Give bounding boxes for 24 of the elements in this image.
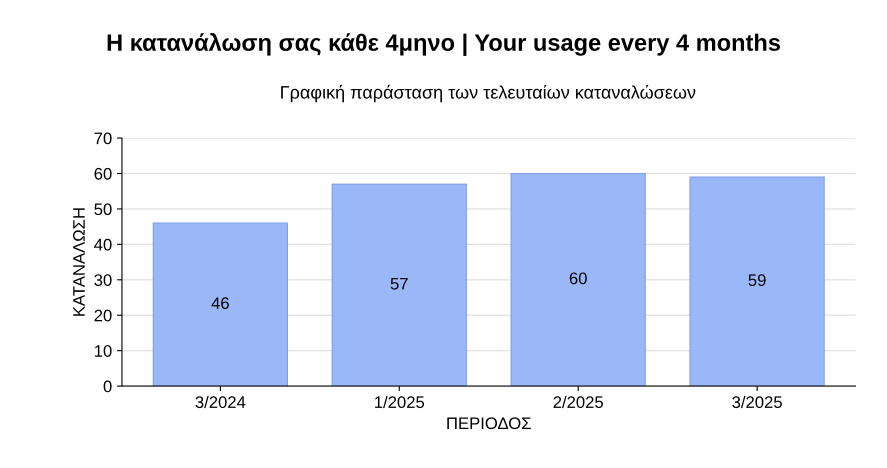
bar — [510, 172, 646, 386]
y-tick-label: 0 — [104, 380, 112, 392]
y-axis-title: ΚΑΤΑΝΑΛΩΣΗ — [73, 208, 85, 316]
data-label: 59 — [748, 274, 766, 286]
y-tick-label: 70 — [94, 132, 112, 144]
chart-title: Η κατανάλωση σας κάθε 4μηνο | Your usage every 4 months — [108, 32, 780, 56]
x-tick-label: 1/2025 — [375, 396, 424, 408]
x-tick-label: 3/2024 — [196, 396, 246, 408]
y-tick-label: 40 — [94, 238, 112, 251]
data-label: 57 — [390, 278, 408, 290]
y-tick-label: 10 — [94, 345, 112, 357]
y-tick-label: 30 — [94, 274, 112, 286]
data-label: 46 — [211, 297, 229, 310]
bar — [689, 176, 825, 386]
bar — [332, 184, 467, 386]
x-tick-label: 2/2025 — [554, 396, 603, 408]
x-tick-label: 3/2025 — [732, 396, 782, 408]
y-tick-label: 60 — [94, 168, 112, 180]
y-tick-label: 50 — [94, 203, 112, 216]
chart-subtitle: Γραφική παράσταση των τελευταίων καταναλώσεων — [281, 84, 696, 102]
data-label: 60 — [570, 272, 587, 284]
y-tick-label: 20 — [94, 310, 112, 322]
bar — [152, 222, 288, 386]
x-axis-title: ΠΕΡΙΟΔΟΣ — [447, 417, 531, 430]
